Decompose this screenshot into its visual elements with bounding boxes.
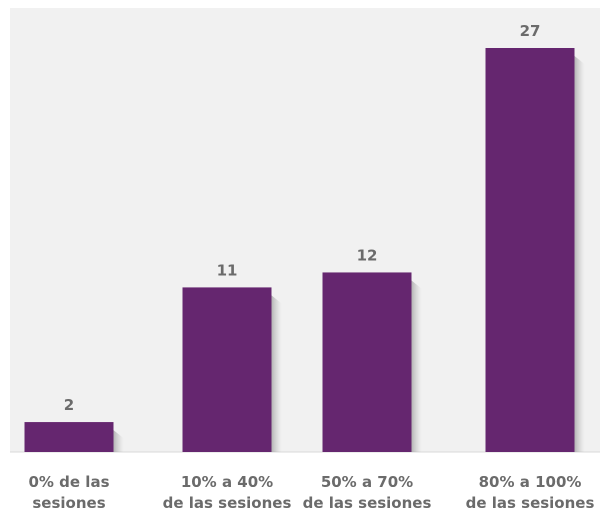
labels-layer: 2 0% de las sesiones 11 10% a 40% de las sesi…: [28, 22, 594, 512]
category-label-3-line-0: 80% a 100%: [479, 473, 582, 491]
bar-3: [485, 48, 575, 452]
category-label-1-line-0: 10% a 40%: [181, 473, 273, 491]
bar-2: [322, 272, 412, 452]
bar-shadow: [271, 295, 282, 452]
data-label-2: 12: [357, 246, 378, 264]
category-label-1-line-1: de las sesiones: [163, 494, 292, 512]
data-label-0: 2: [64, 396, 74, 414]
category-label-3-line-1: de las sesiones: [466, 494, 595, 512]
bar-shadow: [411, 280, 422, 452]
data-label-1: 11: [217, 261, 238, 279]
category-label-2-line-1: de las sesiones: [303, 494, 432, 512]
bars-layer: [24, 48, 585, 452]
bar-shadow: [574, 56, 585, 452]
data-label-3: 27: [520, 22, 541, 40]
bar-1: [182, 287, 272, 452]
category-label-2-line-0: 50% a 70%: [321, 473, 413, 491]
bar-0: [24, 422, 114, 452]
bar-shadow: [113, 430, 124, 452]
category-label-0-line-0: 0% de las: [28, 473, 109, 491]
category-label-0-line-1: sesiones: [32, 494, 105, 512]
